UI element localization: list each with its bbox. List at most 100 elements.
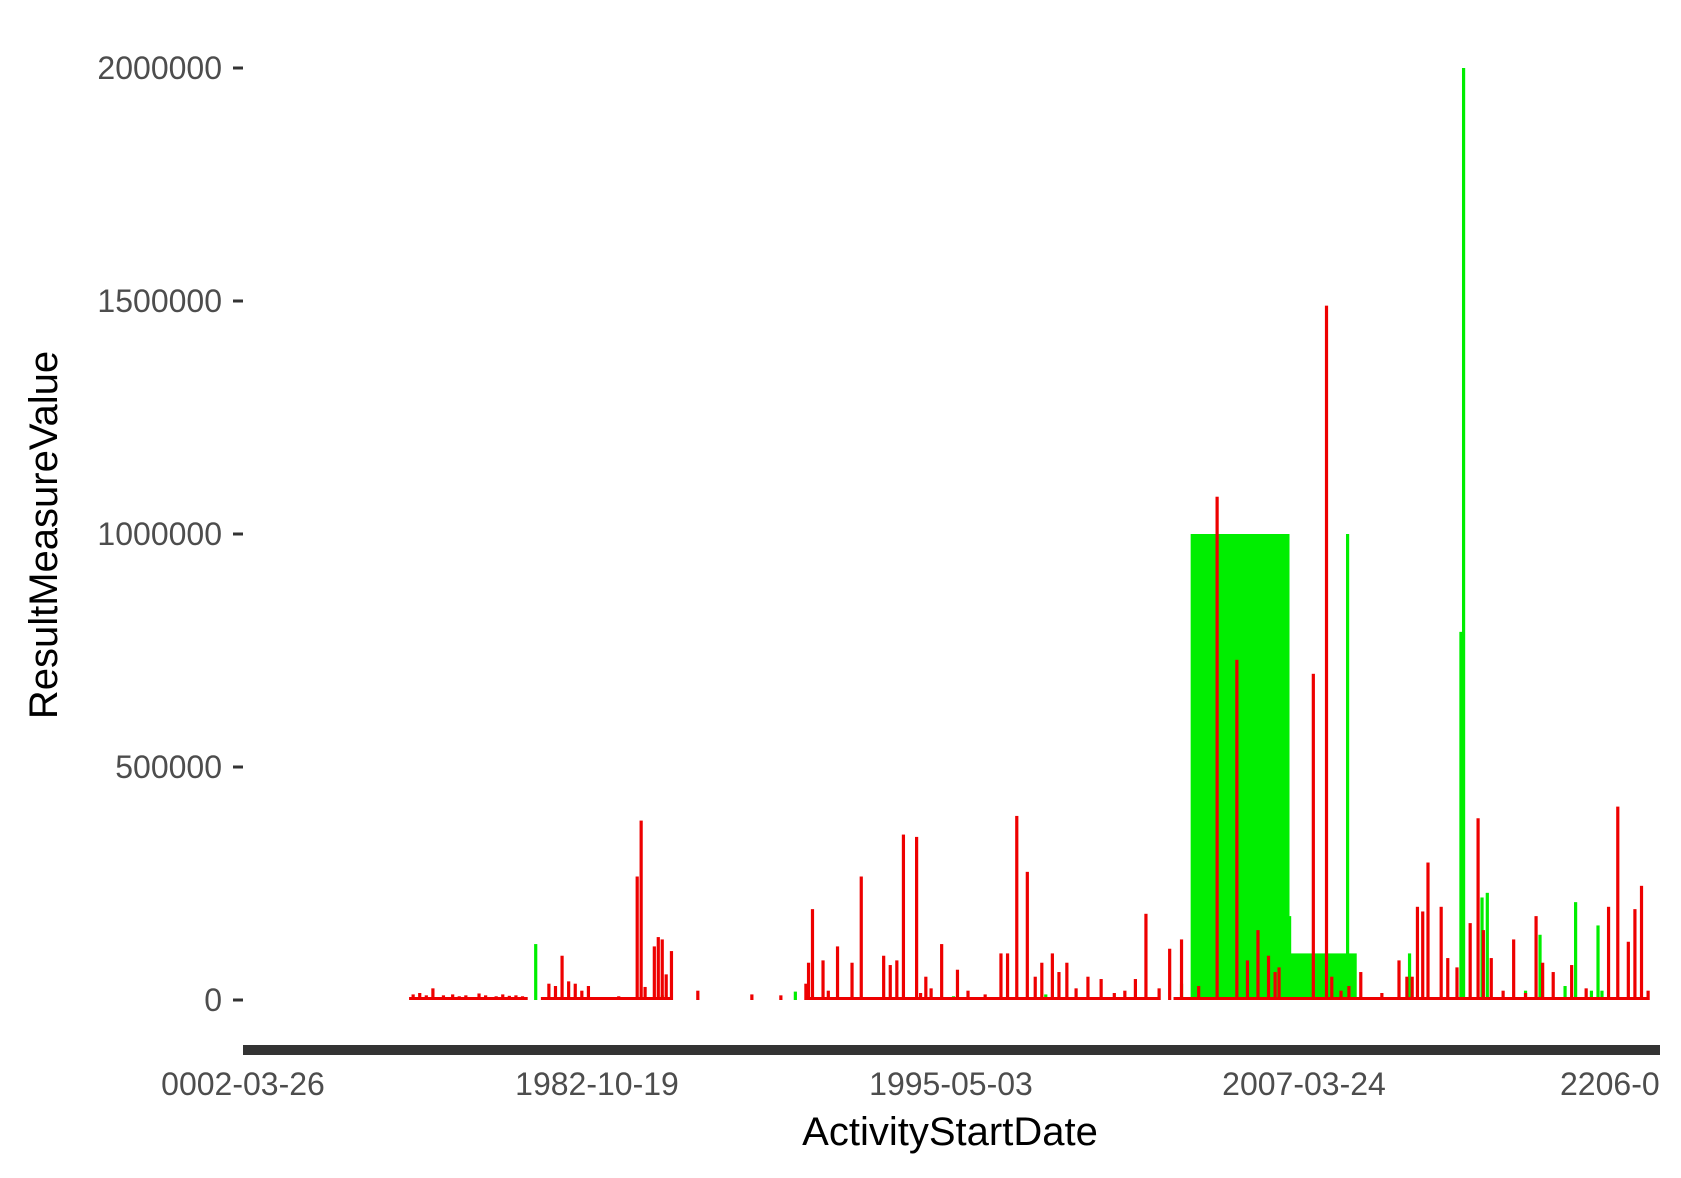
green-bar bbox=[1574, 902, 1578, 1000]
green-series-layer bbox=[534, 68, 1604, 1000]
red-bar bbox=[1005, 953, 1010, 1000]
red-bar bbox=[1273, 972, 1277, 1000]
green-bar bbox=[1288, 916, 1292, 1000]
red-bar bbox=[835, 946, 840, 1000]
x-tick-label: 1982-10-19 bbox=[515, 1066, 679, 1102]
red-bar bbox=[1570, 965, 1574, 1000]
baseline-noise bbox=[540, 997, 673, 1000]
red-bar bbox=[859, 876, 863, 1000]
y-tick-label: 1500000 bbox=[97, 283, 222, 319]
red-bar bbox=[1179, 939, 1184, 1000]
red-bar bbox=[779, 995, 783, 1000]
red-bar bbox=[1112, 993, 1116, 1000]
green-bar bbox=[1589, 990, 1594, 1000]
red-bar bbox=[806, 962, 811, 1000]
x-axis-ticks: 0002-03-26 1982-10-19 1995-05-03 2007-03… bbox=[161, 1066, 1659, 1102]
red-bar bbox=[431, 988, 435, 1000]
y-tick-label: 1000000 bbox=[97, 516, 222, 552]
red-bar bbox=[1397, 960, 1401, 1000]
red-bar bbox=[1380, 993, 1384, 1000]
red-bar bbox=[1415, 906, 1420, 1000]
red-bar bbox=[1639, 885, 1644, 1000]
red-bar bbox=[1481, 930, 1485, 1000]
red-bar bbox=[850, 962, 854, 1000]
red-bar bbox=[1324, 305, 1329, 1000]
red-bar bbox=[1157, 988, 1161, 1000]
red-bar bbox=[882, 955, 886, 1000]
green-block bbox=[1285, 953, 1357, 1000]
y-axis-ticks: 0 500000 1000000 1500000 2000000 bbox=[97, 50, 243, 1018]
red-bar bbox=[915, 836, 919, 1000]
red-bar bbox=[1446, 958, 1450, 1000]
x-axis-title: ActivityStartDate bbox=[802, 1110, 1098, 1154]
red-bar bbox=[1040, 962, 1044, 1000]
green-bar bbox=[1538, 934, 1542, 1000]
green-bar bbox=[1461, 68, 1466, 1000]
red-bar bbox=[696, 990, 700, 1000]
red-bar bbox=[1616, 806, 1620, 1000]
green-bar bbox=[793, 991, 797, 1000]
red-bar bbox=[1421, 911, 1425, 1000]
red-bar bbox=[1534, 916, 1538, 1000]
red-bar bbox=[1168, 948, 1172, 1000]
y-tick-label: 500000 bbox=[115, 749, 222, 785]
red-bar bbox=[1033, 976, 1037, 1000]
red-bar bbox=[660, 939, 664, 1000]
red-bar bbox=[1489, 958, 1493, 1000]
red-bar bbox=[821, 960, 825, 1000]
red-bar bbox=[669, 951, 674, 1000]
red-bar bbox=[1501, 990, 1505, 1000]
red-bar bbox=[586, 986, 591, 1000]
green-bar bbox=[1563, 986, 1567, 1000]
red-bar bbox=[1551, 972, 1555, 1000]
red-bar bbox=[477, 993, 481, 1000]
red-bar bbox=[1626, 941, 1630, 1000]
red-bar bbox=[1074, 988, 1078, 1000]
red-bar bbox=[1256, 930, 1260, 1000]
red-bar bbox=[1277, 967, 1281, 1000]
green-bar bbox=[1345, 534, 1350, 1000]
red-bar bbox=[652, 946, 656, 1000]
x-tick-label: 2007-03-24 bbox=[1222, 1066, 1386, 1102]
red-bar bbox=[1065, 962, 1069, 1000]
x-tick-label: 2206-0 bbox=[1560, 1066, 1660, 1102]
red-bar bbox=[750, 994, 754, 1000]
red-bar bbox=[1359, 972, 1363, 1000]
red-bar bbox=[567, 981, 571, 1000]
green-bar bbox=[1596, 925, 1600, 1000]
red-bar bbox=[656, 937, 660, 1000]
baseline-noise bbox=[1173, 997, 1648, 1000]
red-bar bbox=[1245, 960, 1250, 1000]
green-bar bbox=[534, 944, 538, 1000]
green-bar bbox=[1600, 990, 1604, 1000]
red-bar bbox=[1197, 986, 1201, 1000]
red-bar bbox=[1476, 818, 1480, 1000]
red-bar bbox=[547, 983, 551, 1000]
red-bar bbox=[1050, 953, 1054, 1000]
red-bar bbox=[966, 990, 970, 1000]
red-bar bbox=[1330, 976, 1334, 1000]
red-bar bbox=[580, 990, 584, 1000]
red-bar bbox=[573, 983, 577, 1000]
red-bar bbox=[1426, 862, 1430, 1000]
red-bar bbox=[810, 909, 815, 1000]
red-bar bbox=[901, 834, 906, 1000]
plot-area bbox=[409, 68, 1650, 1000]
green-block bbox=[1190, 534, 1290, 1000]
red-bar bbox=[560, 955, 564, 1000]
red-bar bbox=[1339, 990, 1343, 1000]
red-bar bbox=[1123, 990, 1127, 1000]
x-tick-label: 0002-03-26 bbox=[161, 1066, 325, 1102]
red-bar bbox=[1086, 976, 1090, 1000]
baseline-noise bbox=[409, 997, 528, 1000]
red-bar bbox=[1311, 673, 1315, 1000]
red-bar bbox=[895, 960, 899, 1000]
red-bar bbox=[1215, 496, 1219, 1000]
green-bar bbox=[1407, 953, 1412, 1000]
red-bar bbox=[1410, 976, 1414, 1000]
red-bar bbox=[664, 974, 668, 1000]
red-bar bbox=[635, 876, 639, 1000]
red-bar bbox=[418, 993, 422, 1000]
red-bar bbox=[940, 944, 944, 1000]
